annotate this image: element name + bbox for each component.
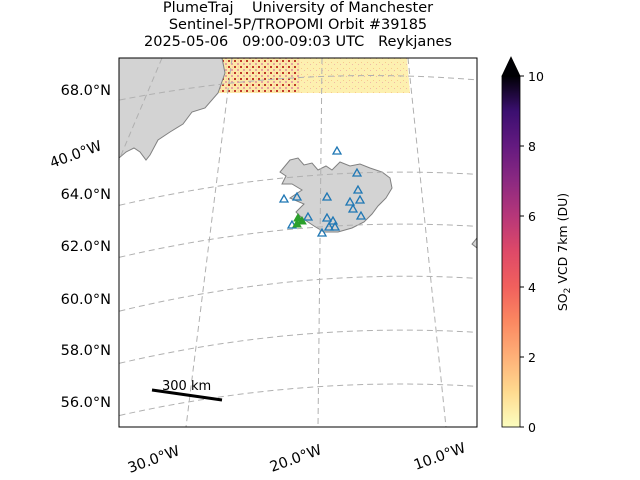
volcano-marker (344, 196, 356, 206)
colorbar-label-sub: 2 (563, 288, 573, 294)
source-marker (292, 218, 302, 228)
colorbar-tick: 8 (528, 139, 536, 154)
colorbar-label-prefix: SO (555, 293, 570, 311)
so2-swath-quiet (300, 58, 410, 93)
lon-label: 10.0°W (412, 440, 468, 473)
volcano-marker (321, 212, 333, 222)
colorbar-tick: 0 (528, 420, 536, 435)
volcano-marker (354, 194, 366, 204)
map-title-line-2: Sentinel-5P/TROPOMI Orbit #39185 (168, 17, 428, 33)
colorbar-extend-arrow (501, 56, 521, 77)
volcano-marker (355, 210, 367, 220)
greenland-landmass (119, 58, 226, 161)
source-marker (297, 215, 307, 225)
graticule (119, 58, 477, 427)
volcano-marker (302, 211, 314, 221)
colorbar-gradient (501, 75, 521, 428)
colorbar: 0 2 4 6 8 10 SO2 VCD 7km (DU) (501, 56, 573, 435)
colorbar-tick: 10 (528, 69, 544, 84)
volcano-marker (323, 221, 335, 231)
volcano-marker (351, 167, 363, 177)
volcano-marker (291, 191, 303, 201)
volcano-marker (316, 227, 328, 237)
volcano-marker (327, 215, 339, 225)
map-title-line-1: PlumeTraj University of Manchester (162, 0, 434, 16)
map-frame (118, 57, 478, 428)
volcano-marker (347, 203, 359, 213)
lat-label: 60.0°N (61, 292, 111, 308)
scale-bar (151, 388, 223, 402)
volcano-marker (321, 191, 333, 201)
colorbar-label-suffix: VCD 7km (DU) (555, 193, 570, 288)
colorbar-tick: 6 (528, 209, 536, 224)
lat-label: 68.0°N (61, 83, 111, 99)
lon-label: 40.0°W (48, 138, 104, 171)
volcano-marker (352, 184, 364, 194)
lat-label: 56.0°N (61, 395, 111, 411)
scotland-edge (471, 237, 477, 249)
scale-bar-label: 300 km (162, 379, 211, 394)
volcano-markers (278, 145, 367, 237)
lon-label: 20.0°W (268, 442, 324, 475)
colorbar-tick: 2 (528, 350, 536, 365)
volcano-marker (329, 221, 341, 231)
lat-label: 62.0°N (61, 239, 111, 255)
colorbar-tick: 4 (528, 280, 536, 295)
source-markers (292, 212, 307, 228)
map-title-line-3: 2025-05-06 09:00-09:03 UTC Reykjanes (144, 34, 452, 50)
lon-label: 30.0°W (126, 443, 182, 476)
map-area (119, 58, 477, 427)
colorbar-label: SO2 VCD 7km (DU) (555, 193, 573, 311)
lat-label: 64.0°N (61, 187, 111, 203)
volcano-marker (331, 145, 343, 155)
lat-label: 58.0°N (61, 343, 111, 359)
volcano-marker (278, 193, 290, 203)
